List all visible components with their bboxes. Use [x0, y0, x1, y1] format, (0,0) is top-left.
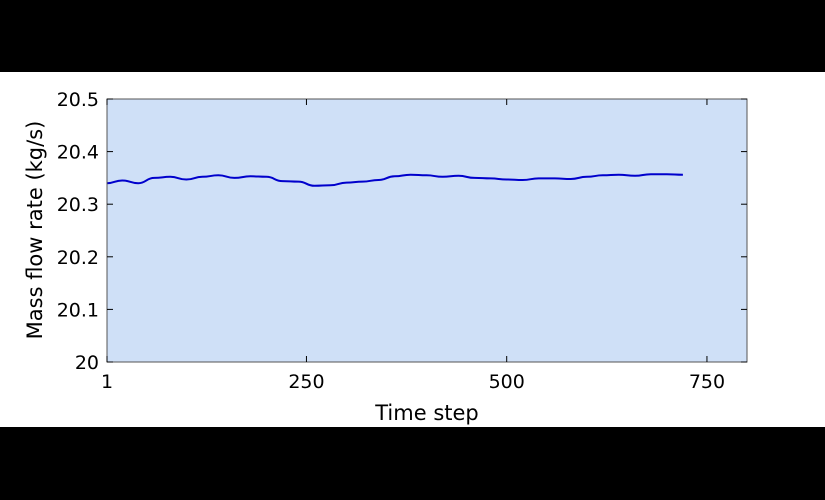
y-tick-label: 20.1: [57, 299, 99, 321]
plot-area: [107, 99, 747, 362]
series-line: [106, 173, 683, 187]
x-tick-label: 750: [689, 371, 725, 393]
x-axis: 1 250 500 750: [101, 99, 725, 393]
line-chart: 1 250 500 750 20 20.1 20.2 20.3 20.4 20.5 Time s…: [23, 89, 748, 425]
series-layer: [106, 173, 683, 187]
y-axis-label: Mass flow rate (kg/s): [23, 121, 47, 340]
y-tick-label: 20.5: [57, 89, 99, 111]
y-tick-label: 20.4: [57, 142, 99, 164]
chart-figure: 1 250 500 750 20 20.1 20.2 20.3 20.4 20.5 Time s…: [0, 72, 825, 427]
x-tick-label: 500: [489, 371, 525, 393]
y-tick-label: 20: [75, 352, 99, 374]
y-tick-label: 20.3: [57, 194, 99, 216]
y-axis: 20 20.1 20.2 20.3 20.4 20.5: [57, 89, 747, 374]
y-tick-label: 20.2: [57, 247, 99, 269]
x-tick-label: 250: [288, 371, 324, 393]
x-tick-label: 1: [101, 371, 113, 393]
plot-frame: [106, 98, 748, 363]
x-axis-label: Time step: [374, 401, 479, 425]
